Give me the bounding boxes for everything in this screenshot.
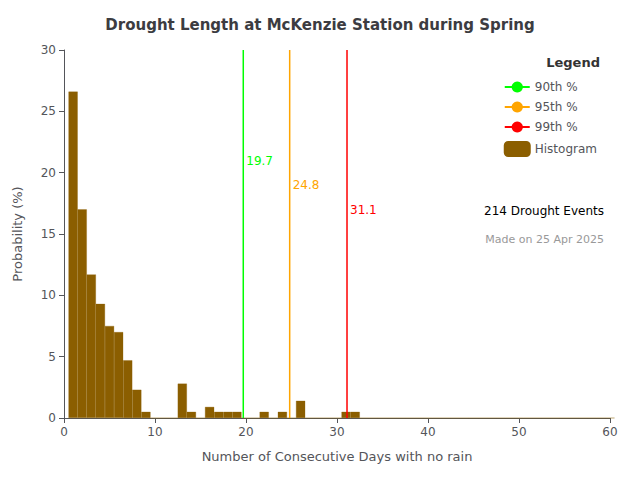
svg-text:99th %: 99th % — [535, 120, 578, 134]
svg-text:25: 25 — [41, 104, 56, 118]
svg-text:10: 10 — [41, 288, 56, 302]
svg-text:214 Drought Events: 214 Drought Events — [484, 204, 604, 218]
svg-text:31.1: 31.1 — [350, 203, 377, 217]
svg-text:Probability (%): Probability (%) — [10, 186, 25, 281]
svg-text:40: 40 — [420, 425, 435, 439]
svg-text:5: 5 — [48, 350, 56, 364]
svg-text:50: 50 — [511, 425, 526, 439]
svg-text:Drought Length at McKenzie Sta: Drought Length at McKenzie Station durin… — [105, 16, 534, 34]
svg-text:30: 30 — [329, 425, 344, 439]
svg-text:30: 30 — [41, 43, 56, 57]
svg-text:90th %: 90th % — [535, 80, 578, 94]
svg-text:24.8: 24.8 — [293, 178, 320, 192]
svg-text:0: 0 — [60, 425, 68, 439]
svg-text:20: 20 — [238, 425, 253, 439]
svg-text:0: 0 — [48, 411, 56, 425]
svg-text:15: 15 — [41, 227, 56, 241]
svg-text:Number of Consecutive Days wit: Number of Consecutive Days with no rain — [202, 449, 473, 464]
svg-text:10: 10 — [147, 425, 162, 439]
svg-text:19.7: 19.7 — [246, 154, 273, 168]
svg-text:Made on 25 Apr 2025: Made on 25 Apr 2025 — [485, 233, 604, 246]
svg-text:95th %: 95th % — [535, 100, 578, 114]
svg-text:20: 20 — [41, 166, 56, 180]
svg-text:60: 60 — [602, 425, 617, 439]
svg-text:Histogram: Histogram — [535, 142, 597, 156]
svg-text:Legend: Legend — [546, 55, 600, 70]
